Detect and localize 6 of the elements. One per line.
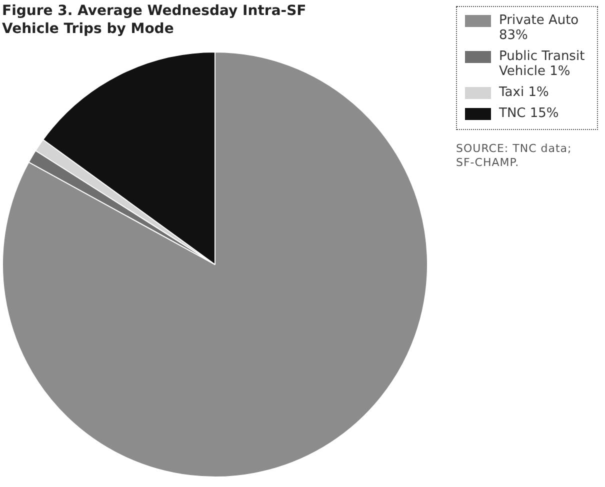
- source-note: SOURCE: TNC data; SF-CHAMP.: [456, 142, 573, 170]
- chart-title: Figure 3. Average Wednesday Intra-SF Vehicle Trips by Mode: [2, 2, 308, 38]
- legend-label: Private Auto 83%: [499, 13, 580, 43]
- legend-label: Public Transit Vehicle 1%: [499, 49, 586, 79]
- legend-label: TNC 15%: [499, 106, 559, 121]
- legend-label: Taxi 1%: [499, 85, 549, 100]
